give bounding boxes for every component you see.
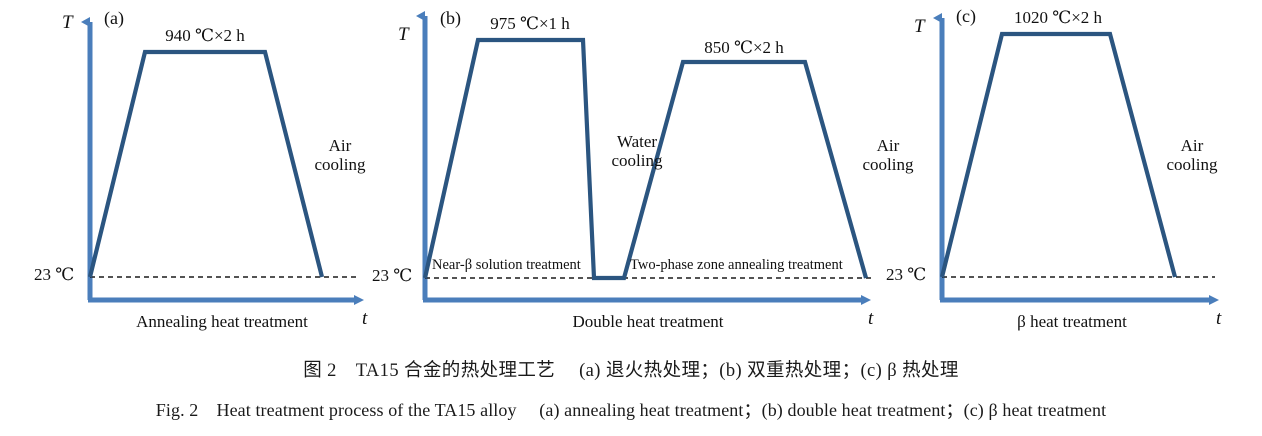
- panel-a-axes: [81, 17, 364, 305]
- panel-b-y-axis-symbol: T: [398, 24, 409, 45]
- panel-a-temperature-curve: [87, 49, 325, 278]
- panel-b-air-cooling-line2: cooling: [862, 155, 914, 175]
- panel-c-cooling-line2: cooling: [1166, 155, 1218, 175]
- panel-c-axes: [933, 13, 1219, 305]
- panel-a-cooling-line1: Air: [328, 136, 352, 155]
- panel-b-air-cooling-label: Air cooling: [863, 136, 914, 174]
- panel-a-x-axis-symbol: t: [362, 308, 368, 329]
- figure-caption-chinese: 图 2 TA15 合金的热处理工艺 (a) 退火热处理；(b) 双重热处理；(c…: [303, 361, 959, 381]
- panel-b-baseline-label: 23 ℃: [372, 266, 413, 285]
- panel-b-temperature-curve: [422, 37, 869, 281]
- panel-b-water-cooling-line1: Water: [616, 132, 658, 151]
- panel-b-x-caption: Double heat treatment: [572, 312, 724, 331]
- panel-c-tag: (c): [956, 6, 976, 26]
- panel-a-baseline-label: 23 ℃: [34, 265, 75, 284]
- panel-a-plateau-label: 940 ℃×2 h: [165, 26, 245, 45]
- panel-a-y-axis-symbol: T: [62, 12, 73, 33]
- panel-b-tag: (b): [440, 8, 461, 28]
- panel-a-x-caption: Annealing heat treatment: [136, 312, 308, 331]
- panel-b-x-axis-symbol: t: [868, 308, 874, 329]
- panel-c-cooling-label: Air cooling: [1167, 136, 1218, 174]
- panel-a-tag: (a): [104, 8, 124, 28]
- figure-caption-english: Fig. 2 Heat treatment process of the TA1…: [155, 400, 1107, 420]
- panel-b-water-cooling-line2: cooling: [611, 151, 663, 171]
- plot-area: T (a) 940 ℃×2 h Air cooling 23 ℃ Anneali…: [34, 6, 1222, 331]
- heat-treatment-curves-svg: [81, 11, 1219, 305]
- panel-c-baseline-label: 23 ℃: [886, 265, 927, 284]
- panel-b-air-cooling-line1: Air: [876, 136, 900, 155]
- panel-b-stage-label-2: Two-phase zone annealing treatment: [630, 257, 843, 273]
- panel-b-stage-label-1: Near-β solution treatment: [432, 257, 581, 273]
- panel-c-temperature-curve: [939, 31, 1178, 278]
- panel-a-cooling-line2: cooling: [314, 155, 366, 175]
- panel-c-x-caption: β heat treatment: [1017, 312, 1127, 331]
- panel-b-axes: [416, 11, 872, 305]
- panel-a-cooling-label: Air cooling: [315, 136, 366, 174]
- panel-b-water-cooling-label: Water cooling: [612, 132, 663, 170]
- panel-c-y-axis-symbol: T: [914, 16, 925, 37]
- figure-caption-block: 图 2 TA15 合金的热处理工艺 (a) 退火热处理；(b) 双重热处理；(c…: [0, 340, 1262, 436]
- panel-c-cooling-line1: Air: [1180, 136, 1204, 155]
- panel-c-plateau-label: 1020 ℃×2 h: [1013, 8, 1103, 27]
- panel-c-x-axis-symbol: t: [1216, 308, 1222, 329]
- panel-b-plateau-label-1: 975 ℃×1 h: [490, 14, 570, 33]
- panel-b-plateau-label-2: 850 ℃×2 h: [704, 38, 784, 57]
